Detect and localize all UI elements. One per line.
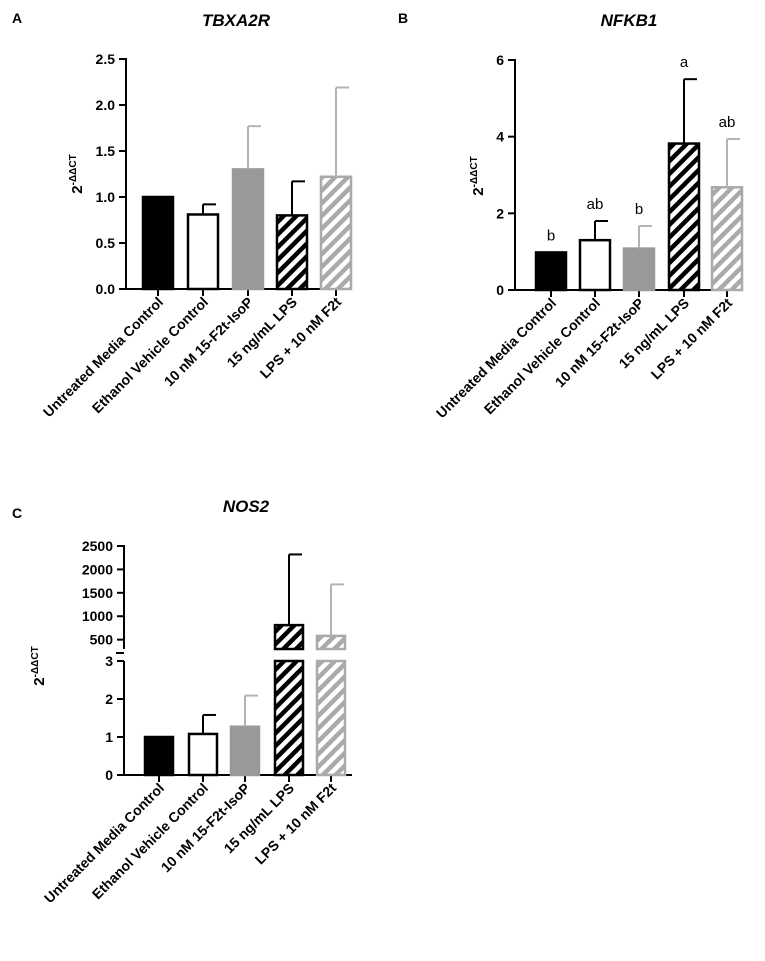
panel-b-title: NFKB1 [601, 11, 658, 30]
panel-b-significance-label-3: a [680, 54, 689, 71]
panel-c-title: NOS2 [223, 497, 270, 516]
panel-b-significance-label-2: b [635, 201, 643, 218]
panel-c-lower-bar-3 [273, 659, 305, 777]
panel-a-ylabel: 2-ΔΔCT [68, 154, 86, 193]
panel-c-bar-2 [229, 725, 261, 777]
panel-b-bar-3 [667, 142, 701, 292]
panel-a-ytick-label-3: 1.5 [96, 143, 116, 159]
panel-c-letter: C [12, 505, 22, 521]
panel-c-ytick-label-lower-0: 0 [105, 767, 113, 783]
panel-c-ylabel-sup: -ΔΔCT [30, 646, 41, 677]
panel-b-ytick-label-1: 2 [496, 205, 504, 221]
panel-a-ylabel-base: 2 [69, 185, 86, 193]
panel-b-significance-label-4: ab [719, 114, 736, 131]
panel-c-ytick-label-lower-2: 2 [105, 691, 113, 707]
panel-c-ytick-label-upper-0: 500 [90, 632, 114, 648]
panel-b-ylabel-base: 2 [470, 187, 487, 195]
panel-a-letter: A [12, 10, 22, 26]
panel-b-ytick-label-2: 4 [496, 129, 504, 145]
panel-c-ytick-label-lower-1: 1 [105, 729, 113, 745]
panel-b-bar-1 [578, 238, 612, 292]
panel-c-bar-1 [187, 732, 219, 777]
panel-c-lower-bar-4 [315, 659, 347, 777]
panel-a-bar-2 [231, 168, 265, 291]
panel-b-ylabel: 2-ΔΔCT [469, 156, 487, 195]
panel-b-ytick-label-3: 6 [496, 52, 504, 68]
panel-c-upper-bar-3 [273, 623, 305, 651]
panel-a-ytick-label-1: 0.5 [96, 235, 116, 251]
panel-a-bar-1 [186, 213, 220, 291]
panel-c-upper-bar-4 [315, 634, 347, 651]
panel-c-bar-0 [143, 735, 175, 777]
panel-b-significance-label-0: b [547, 227, 555, 244]
panel-b-category-label-4: LPS + 10 nM F2t [648, 295, 736, 383]
panel-a-bar-3 [275, 214, 309, 291]
panel-c-ytick-label-upper-4: 2500 [82, 538, 113, 554]
panel-a-ytick-label-2: 1.0 [96, 189, 116, 205]
panel-c-ytick-label-upper-1: 1000 [82, 608, 113, 624]
panel-c-ylabel: 2-ΔΔCT [30, 646, 48, 685]
panel-b-bar-0 [534, 251, 568, 292]
panel-b-bar-2 [622, 247, 656, 292]
panel-b-significance-label-1: ab [587, 196, 604, 213]
panel-c-ytick-label-upper-2: 1500 [82, 585, 113, 601]
panel-c-ytick-label-upper-3: 2000 [82, 561, 113, 577]
panel-c-ylabel-base: 2 [31, 677, 48, 685]
panel-c-ytick-label-lower-3: 3 [105, 653, 113, 669]
panel-a-ytick-label-5: 2.5 [96, 51, 116, 67]
panel-a-ylabel-sup: -ΔΔCT [68, 154, 79, 185]
panel-a-title: TBXA2R [202, 11, 271, 30]
panel-a-category-label-4: LPS + 10 nM F2t [257, 294, 345, 382]
panel-b-letter: B [398, 10, 408, 26]
panel-b-ytick-label-0: 0 [496, 282, 504, 298]
panel-a-bar-0 [141, 195, 175, 291]
panel-a-bar-4 [319, 175, 353, 291]
panel-a-ytick-label-4: 2.0 [96, 97, 116, 113]
panel-b-ylabel-sup: -ΔΔCT [469, 156, 480, 187]
panel-a-ytick-label-0: 0.0 [96, 281, 116, 297]
panel-b-bar-4 [710, 186, 744, 292]
